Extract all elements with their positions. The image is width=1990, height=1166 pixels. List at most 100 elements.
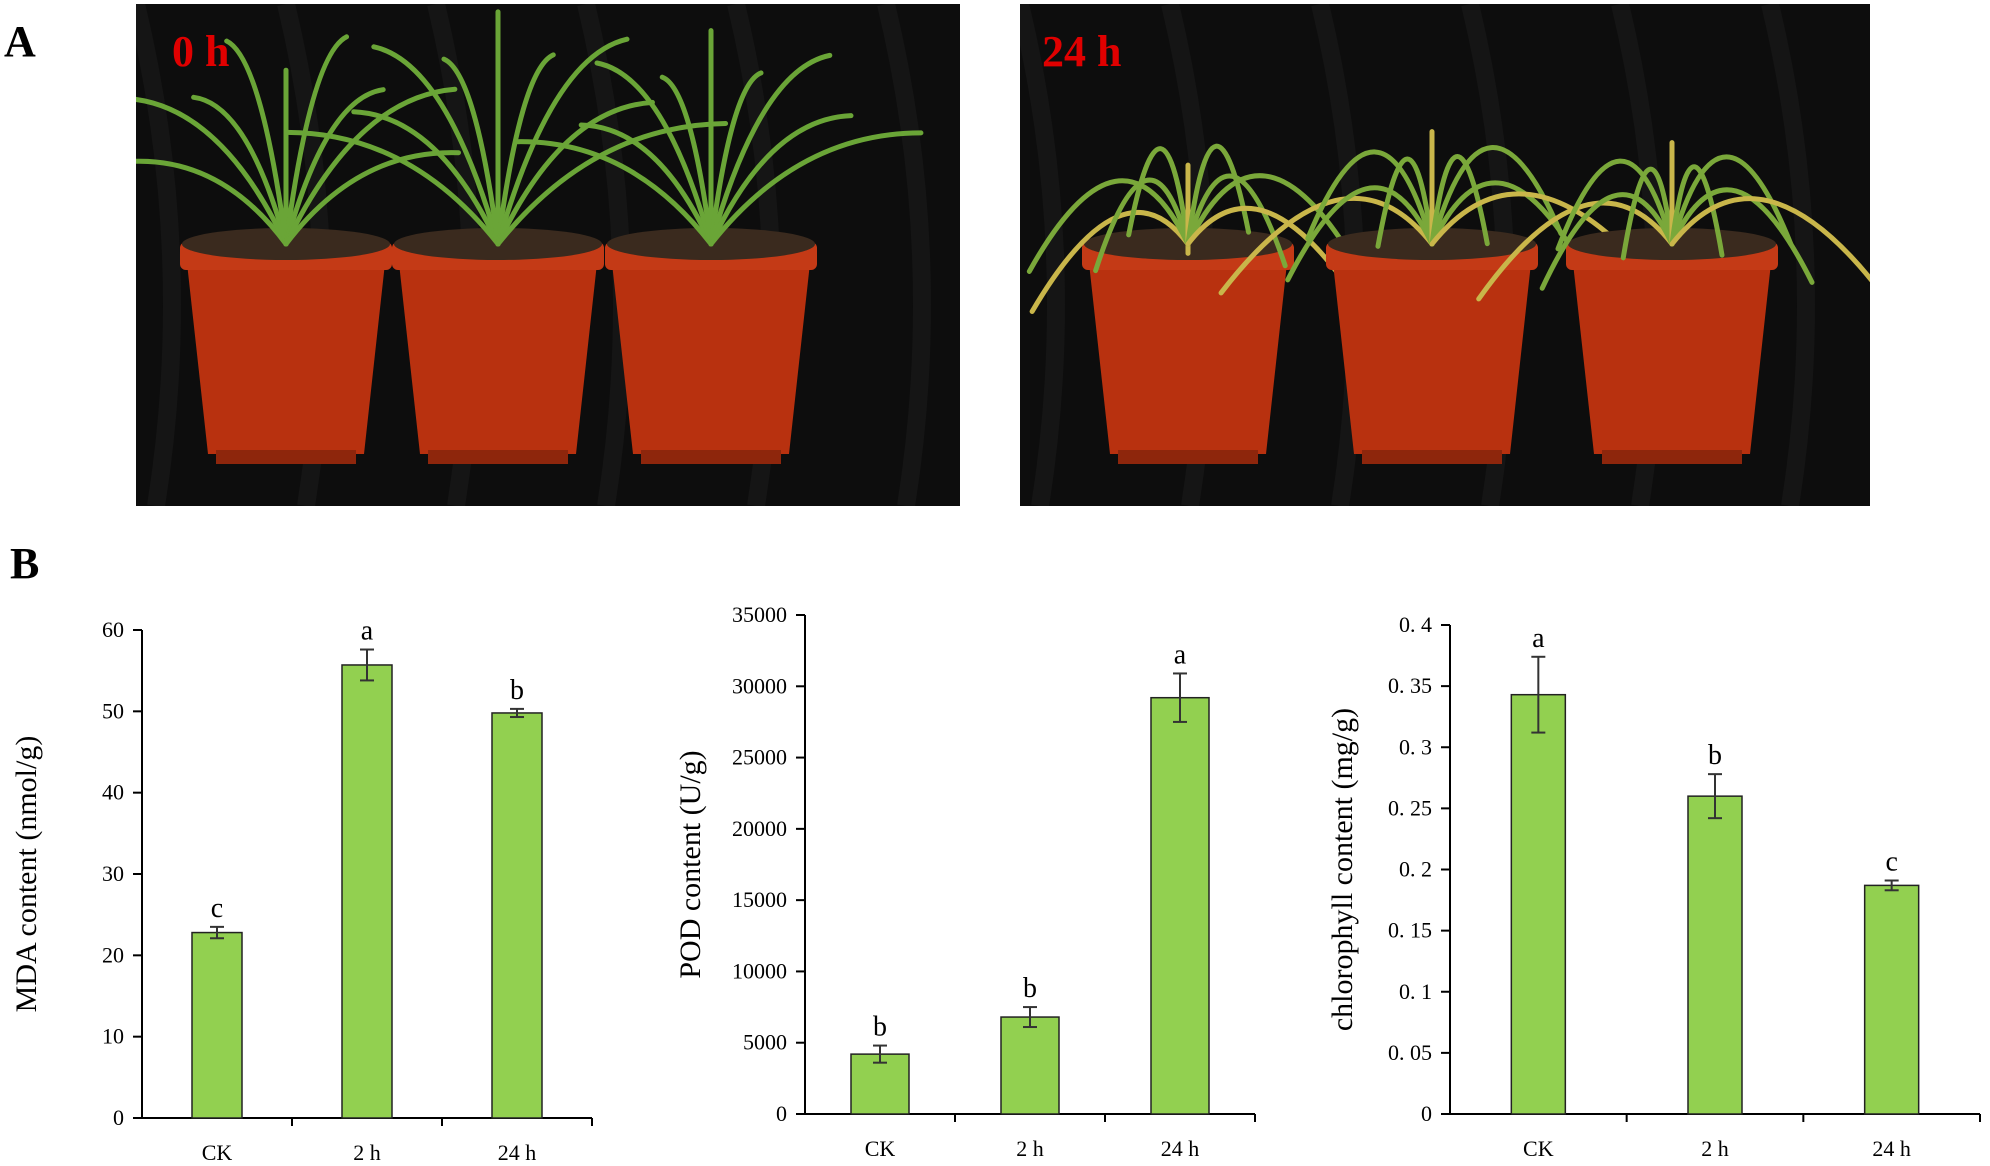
chl-y-tick-label: 0. 25: [1388, 795, 1432, 820]
mda-significance-label: b: [510, 675, 524, 706]
leaf: [371, 44, 501, 247]
mda-bar: [341, 664, 393, 1119]
leaf: [1669, 196, 1870, 283]
mda-x-tick-label: CK: [202, 1140, 233, 1165]
leaf: [1185, 143, 1252, 247]
pod-y-tick-label: 10000: [732, 958, 787, 983]
leaf: [1669, 187, 1815, 285]
pot-group: [1476, 140, 1870, 464]
leaf: [708, 130, 924, 247]
pot-base: [641, 450, 781, 464]
chl-bar: [1510, 693, 1567, 1115]
panel-a-letter: A: [4, 17, 36, 66]
leaf: [594, 60, 714, 247]
pot: [1332, 254, 1532, 454]
leaf: [1555, 158, 1675, 252]
leaf: [659, 74, 714, 247]
chl-y-tick-label: 0: [1421, 1101, 1432, 1126]
pot-base: [216, 450, 356, 464]
mda-y-tick-label: 30: [102, 861, 124, 886]
pot-base: [428, 450, 568, 464]
pot: [1572, 254, 1772, 454]
leaf: [136, 158, 289, 247]
chl-significance-label: a: [1532, 623, 1545, 654]
pod-y-axis-label: POD content (U/g): [674, 750, 707, 978]
pot-group: [136, 34, 462, 464]
chl-y-tick-label: 0. 1: [1399, 979, 1432, 1004]
pod-y-tick-label: 35000: [732, 602, 787, 627]
photo-0h: 0 h: [136, 4, 960, 506]
leaf: [495, 36, 630, 247]
mda-significance-label: a: [361, 616, 374, 647]
mda-y-tick-label: 60: [102, 617, 124, 642]
leaf: [708, 52, 833, 247]
time-label-24h: 24 h: [1042, 27, 1122, 76]
mda-y-tick-label: 0: [113, 1105, 124, 1130]
chl-y-tick-label: 0. 05: [1388, 1040, 1432, 1065]
plants-pots-24h-image: [1020, 4, 1870, 506]
mda-bar: [191, 931, 243, 1119]
pod-x-tick-label: 2 h: [1016, 1136, 1044, 1161]
leaf: [1185, 173, 1288, 269]
pod-significance-label: b: [873, 1012, 887, 1043]
pod-y-tick-label: 30000: [732, 673, 787, 698]
leaf: [578, 122, 714, 247]
pot: [611, 254, 811, 454]
chl-significance-label: c: [1885, 847, 1897, 878]
cloth-fold: [877, 4, 931, 506]
pod-bar: [1150, 696, 1210, 1115]
time-label-0h: 0 h: [172, 27, 230, 76]
cloth-fold: [136, 4, 181, 506]
pod-y-tick-label: 15000: [732, 887, 787, 912]
pot-group: [515, 28, 924, 464]
leaf: [1669, 164, 1725, 258]
leaf: [1429, 145, 1564, 247]
pot: [186, 254, 386, 454]
pod-y-tick-label: 20000: [732, 816, 787, 841]
pod-y-tick-label: 25000: [732, 745, 787, 770]
leaf: [224, 38, 289, 247]
leaf: [515, 139, 714, 247]
chl-bar: [1687, 795, 1743, 1115]
pod-y-tick-label: 0: [776, 1101, 787, 1126]
leaf: [441, 56, 501, 247]
leaf: [283, 87, 386, 247]
cloth-fold: [1761, 4, 1815, 506]
chl-y-axis-label: chlorophyll content (mg/g): [1326, 708, 1359, 1031]
leaf: [495, 99, 655, 247]
leaf: [283, 86, 458, 247]
chl-y-tick-label: 0. 2: [1399, 857, 1432, 882]
leaf: [1476, 200, 1675, 302]
chl-significance-label: b: [1708, 740, 1722, 771]
leaf: [708, 113, 854, 247]
panel-b-letter: B: [10, 539, 40, 588]
mda-y-tick-label: 40: [102, 780, 124, 805]
leaf: [1285, 185, 1435, 283]
cloth-fold: [1020, 4, 1065, 506]
chl-x-tick-label: 2 h: [1701, 1136, 1729, 1161]
leaf: [1093, 177, 1191, 274]
pod-bar: [1000, 1016, 1060, 1115]
leaf: [708, 70, 764, 247]
leaf: [191, 94, 289, 247]
mda-x-tick-label: 2 h: [353, 1140, 381, 1165]
mda-significance-label: c: [211, 893, 223, 924]
pod-significance-label: b: [1023, 973, 1037, 1004]
leaf: [1126, 146, 1191, 247]
pod-significance-label: a: [1174, 639, 1187, 670]
leaf: [284, 129, 501, 247]
mda-y-axis-label: MDA content (nmol/g): [10, 736, 43, 1013]
chl-x-tick-label: CK: [1523, 1136, 1554, 1161]
pot-group: [1218, 129, 1663, 464]
leaf: [1026, 178, 1191, 274]
pot-group: [284, 9, 729, 464]
pot-base: [1602, 450, 1742, 464]
chl-y-tick-label: 0. 15: [1388, 918, 1432, 943]
mda-y-tick-label: 20: [102, 942, 124, 967]
pod-chart: 0 5000 10000 15000 20000 25000 30000 35000 POD c…: [674, 602, 1256, 1161]
leaf: [136, 97, 289, 247]
leaf: [495, 52, 556, 247]
leaf: [1375, 156, 1435, 249]
leaf: [1218, 195, 1435, 296]
